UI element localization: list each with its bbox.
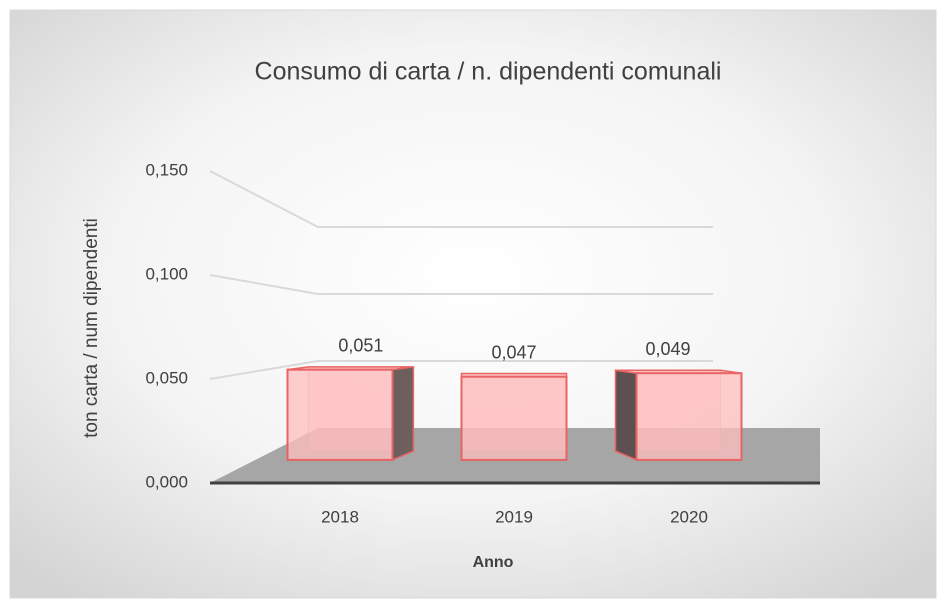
grid-line (209, 360, 713, 380)
y-axis-label: ton carta / num dipendenti (81, 218, 102, 438)
value-label: 0,051 (338, 336, 383, 356)
bar (635, 372, 743, 461)
bar (286, 368, 394, 461)
x-tick-label: 2020 (670, 507, 708, 526)
value-label: 0,047 (491, 342, 536, 362)
chart-area (9, 9, 937, 599)
chart-title: Consumo di carta / n. dipendenti comunal… (255, 58, 722, 86)
value-label: 0,049 (645, 339, 690, 359)
grid-line (209, 170, 713, 228)
bar (460, 375, 568, 461)
grid-line (209, 274, 713, 295)
bar-side (391, 366, 415, 462)
y-tick-label: 0,150 (145, 160, 188, 179)
y-tick-label: 0,050 (145, 368, 188, 387)
x-tick-label: 2019 (495, 507, 533, 526)
bar-side (614, 369, 638, 462)
x-tick-label: 2018 (321, 507, 359, 526)
x-axis-label: Anno (473, 554, 514, 571)
y-tick-label: 0,000 (145, 472, 188, 491)
y-tick-label: 0,100 (145, 264, 188, 283)
